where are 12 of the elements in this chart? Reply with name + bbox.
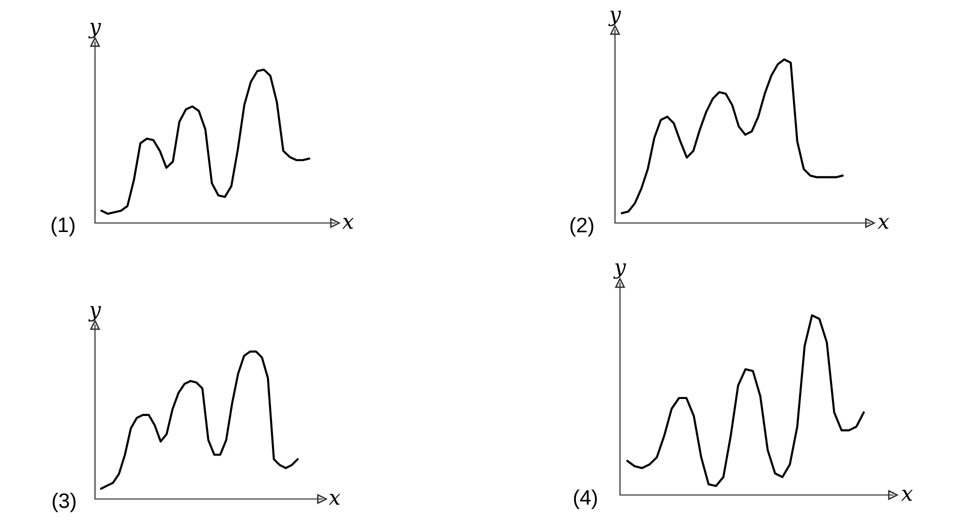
x-axis-title: x [342,218,354,229]
x-axis-title: x [878,218,890,229]
y-axis-title: y [608,10,622,26]
text: (3) [52,492,76,512]
text: (2) [570,217,594,237]
y-axis-title: y [613,263,626,279]
x-axis-title: x [901,490,913,501]
y-axis-title: y [88,22,102,38]
y-axis-title: y [88,306,102,322]
text: (1) [52,216,75,236]
text: (4) [574,490,597,509]
x-axis-title: x [328,494,340,505]
